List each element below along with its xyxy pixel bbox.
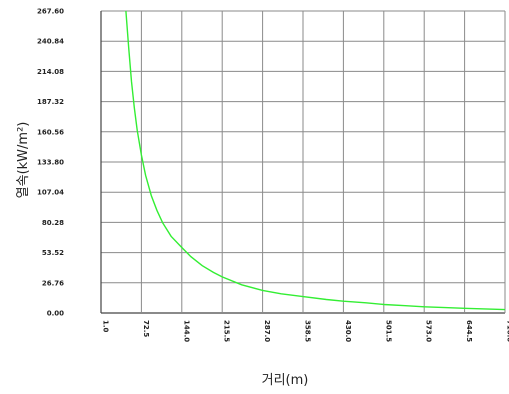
- x-tick-label: 430.0: [344, 320, 352, 342]
- y-tick-label: 0.00: [47, 310, 64, 318]
- y-tick-label: 107.04: [37, 189, 64, 197]
- y-tick-label: 26.76: [42, 279, 64, 287]
- x-tick-label: 144.0: [182, 320, 190, 342]
- x-tick-label: 358.5: [304, 320, 312, 342]
- y-tick-label: 160.56: [37, 128, 64, 136]
- x-tick-labels: 1.0 72.5 144.0 215.5 287.0 358.5 430.0 501.5 573…: [102, 320, 509, 342]
- y-axis-title: 열속(kW/m²): [16, 122, 31, 199]
- x-axis-title: 거리(m): [262, 373, 309, 388]
- y-tick-label: 187.32: [37, 98, 64, 106]
- y-tick-label: 267.60: [37, 8, 64, 16]
- x-tick-label: 287.0: [263, 320, 271, 342]
- series-line: [125, 10, 506, 311]
- y-tick-label: 80.28: [42, 219, 64, 227]
- x-tick-label: 501.5: [384, 320, 392, 342]
- x-tick-label: 573.0: [425, 320, 433, 342]
- x-tick-label: 1.0: [102, 320, 110, 333]
- y-tick-label: 214.08: [37, 68, 64, 76]
- y-tick-label: 133.80: [37, 159, 64, 167]
- grid-lines: [100, 10, 506, 314]
- x-tick-label: 215.5: [223, 320, 231, 342]
- y-tick-labels: 0.00 26.76 53.52 80.28 107.04 133.80 160.56 187…: [37, 8, 64, 318]
- x-tick-label: 716.0: [506, 320, 509, 342]
- y-tick-label: 240.84: [37, 38, 64, 46]
- x-tick-label: 72.5: [142, 320, 150, 337]
- x-tick-label: 644.5: [465, 320, 473, 342]
- y-tick-label: 53.52: [42, 249, 64, 257]
